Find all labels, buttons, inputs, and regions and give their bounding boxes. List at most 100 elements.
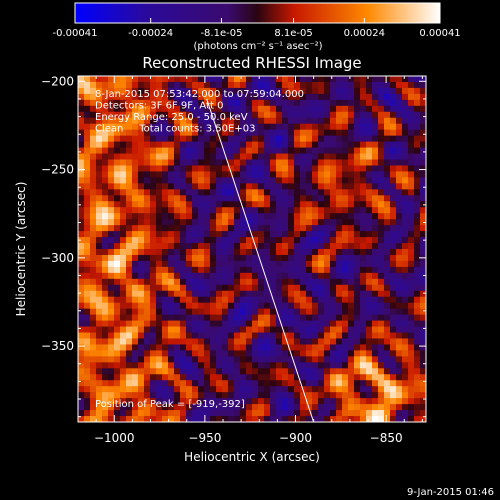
heatmap-cell: [138, 260, 145, 268]
heatmap-cell: [342, 141, 349, 149]
heatmap-cell: [108, 129, 115, 137]
heatmap-cell: [78, 356, 85, 363]
heatmap-cell: [336, 404, 343, 411]
heatmap-cell: [114, 362, 121, 369]
heatmap-cell: [354, 326, 361, 334]
heatmap-cell: [132, 207, 139, 214]
heatmap-cell: [234, 398, 241, 405]
heatmap-cell: [264, 410, 271, 417]
heatmap-cell: [114, 320, 121, 328]
heatmap-cell: [138, 314, 145, 322]
heatmap-cell: [204, 392, 211, 399]
heatmap-cell: [318, 153, 325, 161]
heatmap-cell: [288, 362, 295, 369]
heatmap-cell: [318, 117, 325, 125]
heatmap-cell: [156, 165, 163, 173]
heatmap-cell: [360, 207, 367, 214]
heatmap-cell: [180, 189, 187, 196]
heatmap-cell: [96, 153, 103, 161]
heatmap-cell: [390, 380, 397, 387]
heatmap-cell: [312, 350, 319, 357]
heatmap-cell: [180, 76, 187, 83]
heatmap-cell: [414, 141, 421, 149]
heatmap-cell: [252, 129, 259, 137]
heatmap-cell: [108, 374, 115, 381]
heatmap-cell: [204, 326, 211, 334]
heatmap-cell: [300, 266, 307, 274]
heatmap-cell: [186, 219, 193, 226]
heatmap-cell: [198, 183, 205, 190]
heatmap-cell: [198, 338, 205, 346]
heatmap-cell: [312, 189, 319, 196]
heatmap-cell: [414, 99, 421, 107]
heatmap-cell: [114, 147, 121, 155]
heatmap-cell: [318, 332, 325, 340]
heatmap-cell: [156, 272, 163, 280]
heatmap-cell: [198, 177, 205, 184]
heatmap-cell: [90, 243, 97, 250]
heatmap-cell: [336, 350, 343, 357]
heatmap-cell: [270, 207, 277, 214]
heatmap-cell: [228, 81, 235, 89]
heatmap-cell: [342, 129, 349, 137]
heatmap-cell: [168, 290, 175, 298]
heatmap-cell: [210, 183, 217, 190]
heatmap-cell: [192, 243, 199, 250]
heatmap-cell: [192, 159, 199, 167]
heatmap-cell: [282, 272, 289, 280]
heatmap-cell: [414, 290, 421, 298]
heatmap-cell: [312, 308, 319, 316]
heatmap-cell: [342, 416, 349, 422]
heatmap-cell: [396, 183, 403, 190]
heatmap-cell: [378, 165, 385, 173]
heatmap-cell: [342, 284, 349, 292]
heatmap-cell: [126, 326, 133, 334]
heatmap-cell: [156, 171, 163, 179]
heatmap-cell: [348, 302, 355, 310]
heatmap-cell: [300, 213, 307, 220]
heatmap-cell: [84, 117, 91, 125]
heatmap-cell: [264, 308, 271, 316]
heatmap-cell: [144, 404, 151, 411]
heatmap-cell: [162, 117, 169, 125]
heatmap-cell: [84, 177, 91, 184]
x-tick-label: −950: [188, 431, 221, 445]
heatmap-cell: [282, 147, 289, 155]
heatmap-cell: [390, 326, 397, 334]
heatmap-cell: [324, 278, 331, 286]
heatmap-cell: [396, 308, 403, 316]
heatmap-cell: [378, 201, 385, 208]
heatmap-cell: [114, 350, 121, 357]
heatmap-cell: [324, 344, 331, 352]
heatmap-cell: [366, 153, 373, 161]
heatmap-cell: [132, 356, 139, 363]
heatmap-cell: [402, 105, 409, 113]
heatmap-cell: [102, 410, 109, 417]
heatmap-cell: [300, 201, 307, 208]
heatmap-cell: [336, 165, 343, 173]
heatmap-cell: [282, 207, 289, 214]
heatmap-cell: [150, 392, 157, 399]
heatmap-cell: [270, 290, 277, 298]
heatmap-cell: [234, 237, 241, 244]
heatmap-cell: [120, 410, 127, 417]
heatmap-cell: [360, 129, 367, 137]
heatmap-cell: [288, 416, 295, 422]
heatmap-cell: [102, 183, 109, 190]
heatmap-cell: [366, 225, 373, 232]
heatmap-cell: [348, 117, 355, 125]
heatmap-cell: [306, 189, 313, 196]
heatmap-cell: [270, 392, 277, 399]
heatmap-cell: [144, 386, 151, 393]
heatmap-cell: [108, 260, 115, 268]
heatmap-cell: [366, 123, 373, 131]
heatmap-cell: [216, 254, 223, 262]
heatmap-cell: [390, 123, 397, 131]
heatmap-cell: [264, 374, 271, 381]
heatmap-cell: [414, 254, 421, 262]
heatmap-cell: [162, 338, 169, 346]
heatmap-cell: [168, 225, 175, 232]
heatmap-cell: [300, 105, 307, 113]
heatmap-cell: [294, 99, 301, 107]
heatmap-cell: [84, 153, 91, 161]
